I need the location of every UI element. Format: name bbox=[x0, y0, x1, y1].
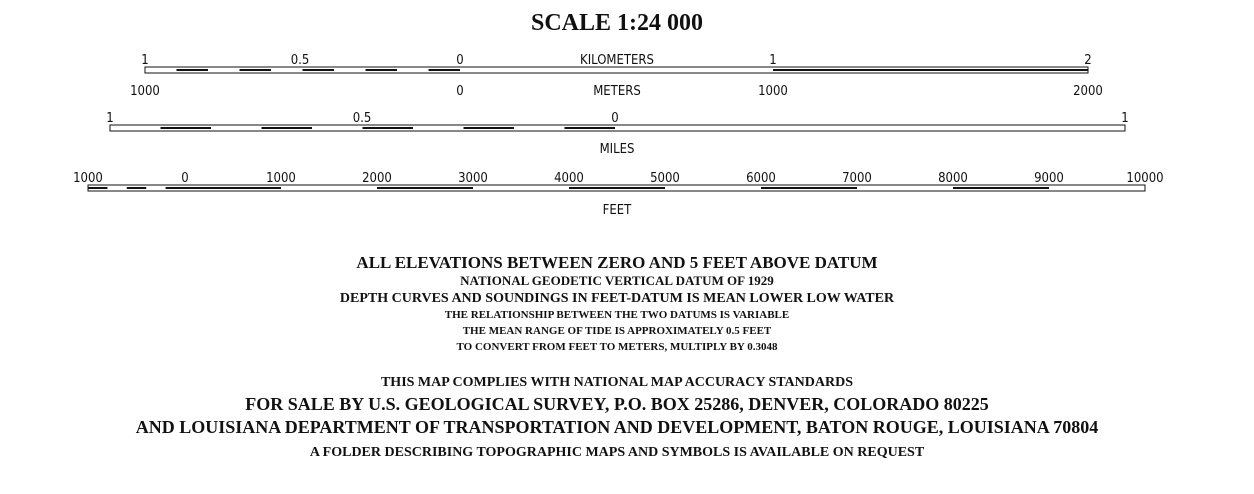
meter-label: 1000 bbox=[758, 84, 788, 99]
foot-label: 0 bbox=[181, 171, 188, 186]
km-unit: KILOMETERS bbox=[580, 53, 654, 68]
mile-label: 0 bbox=[611, 111, 618, 126]
scale-bar-segment bbox=[773, 69, 1088, 71]
km-label: 2 bbox=[1084, 53, 1091, 68]
scale-bar-segment bbox=[953, 187, 1049, 189]
foot-label: 1000 bbox=[73, 171, 103, 186]
foot-label: 9000 bbox=[1034, 171, 1064, 186]
km-label: 1 bbox=[769, 53, 776, 68]
footer-line: THIS MAP COMPLIES WITH NATIONAL MAP ACCU… bbox=[381, 375, 853, 390]
footer-line: A FOLDER DESCRIBING TOPOGRAPHIC MAPS AND… bbox=[310, 445, 925, 460]
datum-note: THE RELATIONSHIP BETWEEN THE TWO DATUMS … bbox=[445, 309, 789, 321]
scale-bar-segment bbox=[261, 127, 312, 129]
scale-bar-segment bbox=[239, 69, 271, 71]
scale-bar-segment bbox=[377, 187, 473, 189]
foot-label: 1000 bbox=[266, 171, 296, 186]
datum-note: ALL ELEVATIONS BETWEEN ZERO AND 5 FEET A… bbox=[356, 253, 877, 272]
scale-bar-segment bbox=[365, 69, 397, 71]
footer-line: AND LOUISIANA DEPARTMENT OF TRANSPORTATI… bbox=[136, 417, 1099, 437]
scale-bar-segment bbox=[569, 187, 665, 189]
mile-unit: MILES bbox=[600, 142, 635, 157]
scale-bar-segment bbox=[165, 187, 185, 189]
foot-label: 7000 bbox=[842, 171, 872, 186]
meter-label: 2000 bbox=[1073, 84, 1103, 99]
datum-note: TO CONVERT FROM FEET TO METERS, MULTIPLY… bbox=[457, 341, 778, 353]
scale-bar-segment bbox=[428, 69, 460, 71]
foot-label: 5000 bbox=[650, 171, 680, 186]
datum-note: NATIONAL GEODETIC VERTICAL DATUM OF 1929 bbox=[460, 273, 774, 288]
foot-label: 8000 bbox=[938, 171, 968, 186]
scale-bar-segment bbox=[362, 127, 413, 129]
meter-label: 0 bbox=[456, 84, 463, 99]
foot-label: 3000 bbox=[458, 171, 488, 186]
datum-note: THE MEAN RANGE OF TIDE IS APPROXIMATELY … bbox=[463, 325, 772, 337]
scale-title: SCALE 1:24 000 bbox=[531, 10, 703, 36]
mile-label: 0.5 bbox=[353, 111, 372, 126]
foot-label: 4000 bbox=[554, 171, 584, 186]
foot-label: 2000 bbox=[362, 171, 392, 186]
scale-bar-segment bbox=[88, 187, 108, 189]
meter-label: 1000 bbox=[130, 84, 160, 99]
scale-bar-segment bbox=[185, 187, 281, 189]
foot-unit: FEET bbox=[603, 203, 633, 218]
scale-bar-segment bbox=[126, 187, 147, 189]
foot-label: 6000 bbox=[746, 171, 776, 186]
scale-bar-segment bbox=[761, 187, 857, 189]
scale-bar-segment bbox=[160, 127, 211, 129]
mile-label: 1 bbox=[106, 111, 113, 126]
scale-bar-segment bbox=[564, 127, 615, 129]
footer-line: FOR SALE BY U.S. GEOLOGICAL SURVEY, P.O.… bbox=[245, 394, 988, 414]
scale-bar bbox=[109, 124, 1126, 132]
km-label: 0.5 bbox=[291, 53, 310, 68]
scale-bar-segment bbox=[176, 69, 208, 71]
meter-unit: METERS bbox=[593, 84, 641, 99]
km-label: 0 bbox=[456, 53, 463, 68]
scale-bar-segment bbox=[463, 127, 514, 129]
foot-label: 10000 bbox=[1126, 171, 1163, 186]
mile-label: 1 bbox=[1121, 111, 1128, 126]
datum-note: DEPTH CURVES AND SOUNDINGS IN FEET-DATUM… bbox=[340, 291, 895, 306]
scale-bar-segment bbox=[302, 69, 334, 71]
km-label: 1 bbox=[141, 53, 148, 68]
